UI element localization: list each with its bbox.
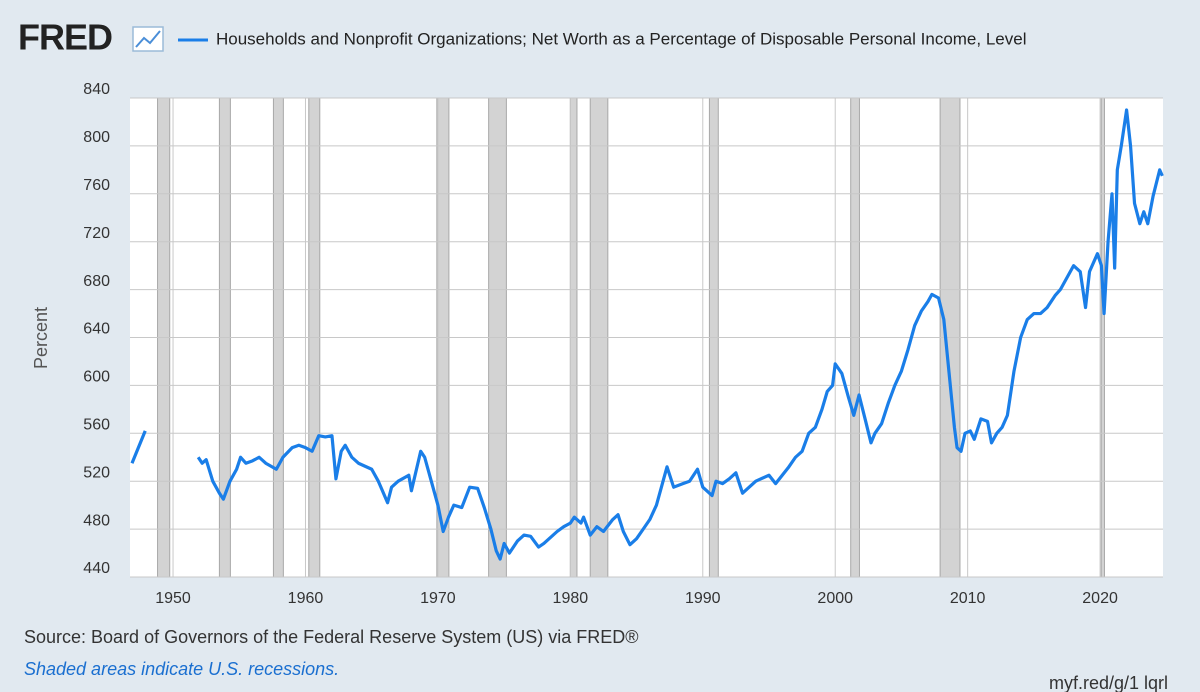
legend-label: Households and Nonprofit Organizations; … — [216, 29, 1026, 48]
y-tick-label: 600 — [83, 369, 110, 386]
x-tick-label: 2010 — [950, 590, 986, 607]
data-line — [130, 108, 1164, 561]
y-axis-label: Percent — [31, 307, 51, 369]
logo-icon — [132, 26, 164, 52]
logo: FRED — [18, 17, 112, 58]
y-tick-label: 520 — [83, 464, 110, 481]
y-tick-label: 720 — [83, 225, 110, 242]
x-tick-label: 1950 — [155, 590, 191, 607]
y-tick-label: 480 — [83, 512, 110, 529]
y-tick-label: 640 — [83, 321, 110, 338]
y-tick-label: 680 — [83, 273, 110, 290]
x-tick-label: 1980 — [553, 590, 589, 607]
y-tick-label: 800 — [83, 129, 110, 146]
x-tick-label: 1970 — [420, 590, 456, 607]
y-tick-label: 560 — [83, 417, 110, 434]
recession-note[interactable]: Shaded areas indicate U.S. recessions. — [24, 659, 339, 679]
y-tick-label: 840 — [83, 81, 110, 98]
x-tick-label: 1990 — [685, 590, 721, 607]
x-tick-label: 2020 — [1082, 590, 1118, 607]
y-tick-label: 760 — [83, 177, 110, 194]
short-url: myf.red/g/1 lqrl — [1049, 673, 1168, 692]
x-tick-label: 2000 — [817, 590, 853, 607]
source: Source: Board of Governors of the Federa… — [24, 627, 639, 647]
x-tick-label: 1960 — [288, 590, 324, 607]
y-tick-label: 440 — [83, 560, 110, 577]
